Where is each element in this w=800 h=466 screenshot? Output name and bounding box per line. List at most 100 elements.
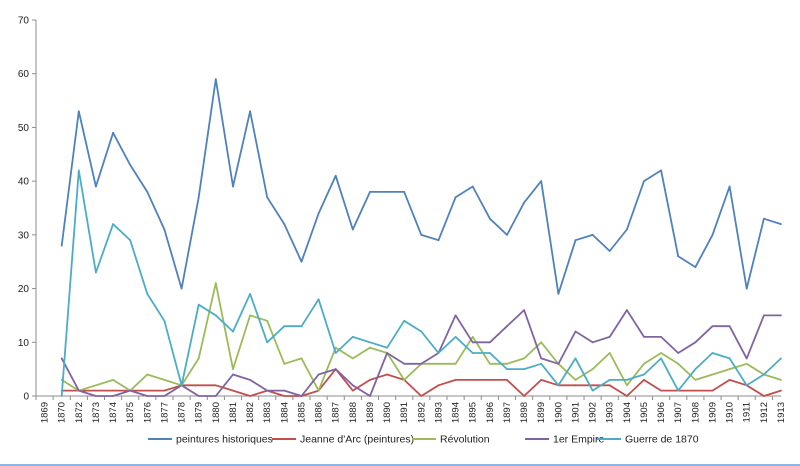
data-point [591, 234, 594, 236]
data-point [540, 180, 543, 183]
data-point [711, 325, 714, 328]
data-point [643, 373, 645, 376]
data-point [146, 395, 149, 397]
data-point [745, 384, 748, 387]
data-point [146, 373, 149, 376]
data-point [677, 389, 680, 392]
data-point [626, 309, 628, 311]
data-point [643, 336, 645, 338]
data-point [386, 191, 388, 193]
data-point [163, 228, 166, 231]
series-lines [60, 78, 782, 397]
data-point [197, 357, 200, 360]
data-point [660, 389, 662, 392]
data-point [300, 260, 303, 263]
data-point [574, 384, 577, 387]
data-point [403, 362, 406, 365]
data-point [780, 314, 782, 317]
data-point [643, 362, 645, 365]
data-point [283, 223, 286, 226]
data-point [506, 379, 508, 381]
x-tick-label: 1910 [725, 402, 736, 423]
data-point [506, 234, 508, 236]
data-point [728, 325, 731, 328]
data-point [643, 379, 645, 381]
x-tick-label: 1891 [399, 402, 410, 423]
x-tick-label: 1896 [485, 402, 496, 423]
data-point [317, 212, 320, 215]
data-point [728, 368, 731, 370]
x-tick-label: 1881 [228, 402, 239, 423]
data-point [129, 164, 132, 166]
y-tick-label: 50 [18, 123, 30, 134]
x-tick-label: 1882 [245, 402, 256, 423]
data-point [694, 368, 697, 370]
data-point [763, 373, 765, 376]
x-tick-label: 1897 [502, 402, 513, 423]
data-point [369, 341, 371, 344]
data-point [574, 357, 577, 360]
series-line-4 [60, 169, 782, 397]
data-point [711, 352, 714, 354]
data-point [112, 389, 114, 392]
data-point [557, 293, 560, 295]
data-point [454, 362, 457, 365]
x-tick-label: 1905 [639, 402, 650, 423]
data-point [420, 362, 423, 365]
data-point [437, 352, 440, 354]
data-point [454, 379, 457, 381]
data-point [694, 389, 697, 392]
data-point [232, 368, 234, 370]
data-point [523, 309, 525, 311]
data-point [540, 362, 543, 365]
data-point [403, 319, 406, 322]
data-point [232, 330, 234, 333]
data-point [386, 352, 388, 354]
x-tick-label: 1875 [125, 402, 136, 423]
data-point [711, 389, 714, 392]
data-point [146, 293, 149, 295]
data-point [180, 287, 183, 290]
data-point [369, 346, 371, 349]
data-point [112, 131, 114, 134]
data-point [197, 395, 200, 397]
data-point [60, 244, 63, 247]
data-point [454, 336, 457, 338]
x-tick-label: 1887 [331, 402, 342, 423]
data-point [249, 293, 252, 295]
data-point [300, 395, 303, 397]
data-point [763, 217, 765, 220]
data-point [591, 389, 594, 392]
data-point [677, 362, 680, 365]
data-point [489, 379, 491, 381]
x-tick-label: 1879 [194, 402, 205, 423]
data-point [249, 314, 252, 317]
data-point [60, 395, 63, 397]
data-point [626, 384, 628, 387]
x-tick-label: 1898 [519, 402, 530, 423]
x-tick-label: 1870 [57, 402, 68, 423]
data-point [506, 368, 508, 370]
data-point [471, 185, 474, 188]
x-tick-label: 1901 [570, 402, 581, 423]
data-point [266, 341, 269, 344]
x-tick-label: 1892 [416, 402, 427, 423]
x-tick-label: 1913 [776, 402, 787, 423]
data-point [77, 169, 80, 172]
x-tick-label: 1890 [382, 402, 393, 423]
data-point [163, 319, 166, 322]
data-point [317, 373, 320, 376]
data-point [369, 395, 371, 397]
data-point [540, 341, 543, 344]
data-point [626, 379, 628, 381]
data-point [369, 379, 371, 381]
data-point [780, 223, 782, 226]
x-tick-label: 1883 [262, 402, 273, 423]
data-point [351, 384, 354, 387]
data-point [626, 228, 628, 231]
data-point [574, 379, 577, 381]
x-tick-label: 1909 [707, 402, 718, 423]
data-point [317, 389, 320, 392]
